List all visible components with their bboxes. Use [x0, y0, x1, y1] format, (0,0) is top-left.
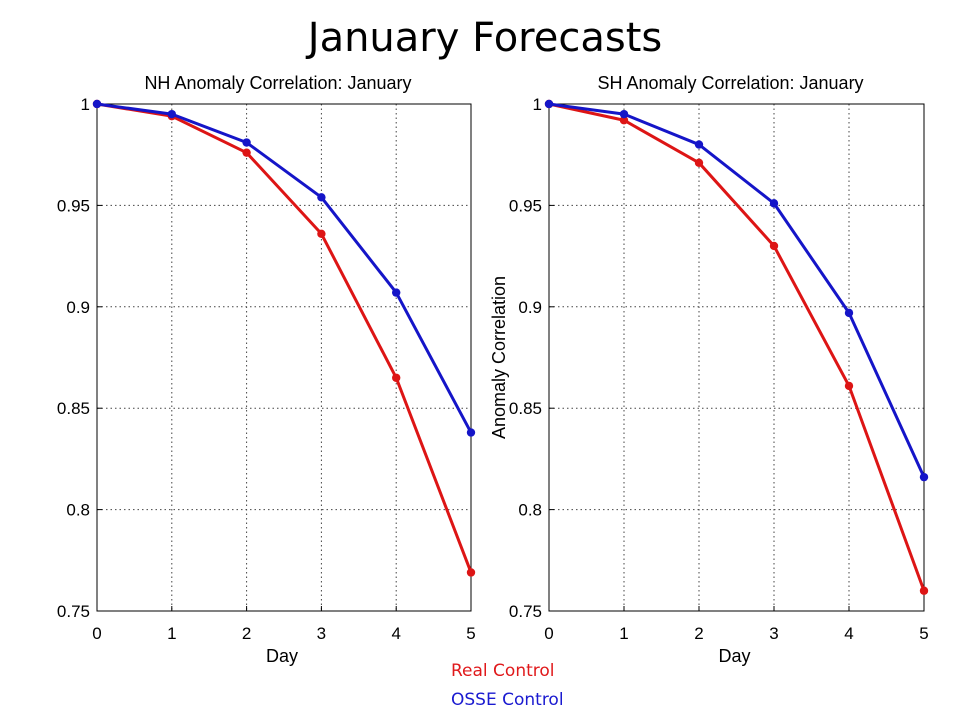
nh-ytick-label-2: 0.85 — [57, 399, 90, 418]
nh-series-real-control-point-4 — [392, 373, 401, 382]
nh-series-real-control-point-3 — [317, 229, 326, 238]
sh-series-osse-control-line — [548, 102, 926, 478]
sh-ytick-label-1: 0.8 — [518, 501, 542, 520]
nh-series-osse-control-point-2 — [242, 138, 251, 147]
nh-xtick-label-1: 1 — [167, 624, 176, 643]
sh-series-osse-control-point-2 — [694, 140, 704, 149]
sh-series-osse-control-point-1 — [619, 109, 629, 119]
nh-ytick-label-5: 1 — [81, 95, 90, 114]
sh-ytick-label-3: 0.9 — [518, 298, 542, 317]
nh-ytick-label-1: 0.8 — [66, 501, 90, 520]
nh-xtick-label-2: 2 — [242, 624, 251, 643]
nh-xtick-label-0: 0 — [92, 624, 101, 643]
sh-series-osse-control-point-3 — [769, 199, 779, 208]
sh-series-real-control-line — [548, 102, 926, 592]
sh-plot-title: SH Anomaly Correlation: January — [597, 73, 863, 93]
sh-xtick-label-1: 1 — [619, 624, 628, 643]
nh-plot-frame — [96, 103, 472, 612]
nh-series-osse-control-point-5 — [466, 428, 476, 437]
nh-series-real-control-point-5 — [466, 568, 476, 577]
sh-series-real-control-point-2 — [694, 158, 704, 168]
nh-ytick-label-0: 0.75 — [57, 602, 90, 621]
sh-xtick-label-5: 5 — [919, 624, 928, 643]
sh-series-real-control-point-1 — [619, 116, 629, 125]
legend-real-control: Real Control — [451, 661, 555, 681]
nh-xtick-label-3: 3 — [317, 624, 326, 643]
sh-series-real-control-point-5 — [919, 586, 929, 595]
nh-series-osse-control-point-0 — [92, 99, 102, 109]
nh-series-osse-control-point-1 — [167, 109, 176, 119]
legend-osse-control: OSSE Control — [451, 690, 564, 710]
sh-xtick-label-0: 0 — [544, 624, 553, 643]
sh-xtick-label-4: 4 — [844, 624, 853, 643]
sh-xtick-label-2: 2 — [694, 624, 703, 643]
nh-chart: 0 1 2 3 4 5 0.75 0.8 0.85 0.9 0.95 1 NH Anomaly Corr… — [57, 73, 476, 666]
sh-series-real-control-point-3 — [769, 241, 779, 251]
sh-ytick-label-4: 0.95 — [509, 196, 542, 215]
nh-x-axis-label: Day — [266, 646, 298, 666]
nh-ytick-label-4: 0.95 — [57, 196, 90, 215]
nh-series-osse-control-line — [96, 102, 473, 434]
sh-series-osse-control-point-5 — [919, 472, 929, 482]
nh-xtick-label-5: 5 — [466, 624, 475, 643]
sh-ytick-label-5: 1 — [533, 95, 542, 114]
nh-ytick-label-3: 0.9 — [66, 298, 90, 317]
sh-series-osse-control-point-4 — [844, 308, 854, 318]
nh-series-osse-control-point-4 — [392, 288, 401, 297]
sh-y-axis-label: Anomaly Correlation — [489, 276, 509, 439]
slide-title: January Forecasts — [307, 15, 663, 61]
sh-series-osse-control-point-0 — [544, 99, 554, 109]
nh-series-osse-control-point-3 — [317, 193, 326, 202]
nh-plot-title: NH Anomaly Correlation: January — [144, 73, 411, 93]
nh-series-real-control-line — [96, 102, 473, 574]
sh-ytick-label-2: 0.85 — [509, 399, 542, 418]
sh-ytick-label-0: 0.75 — [509, 602, 542, 621]
nh-xtick-label-4: 4 — [391, 624, 400, 643]
sh-series-real-control-point-4 — [844, 381, 854, 391]
sh-xtick-label-3: 3 — [769, 624, 778, 643]
sh-chart: 0 1 2 3 4 5 0.75 0.8 0.85 0.9 0.95 1 SH Anomaly Corr… — [489, 73, 929, 666]
sh-plot-frame — [548, 103, 925, 612]
nh-series-real-control-point-2 — [242, 148, 251, 157]
sh-x-axis-label: Day — [718, 646, 750, 666]
